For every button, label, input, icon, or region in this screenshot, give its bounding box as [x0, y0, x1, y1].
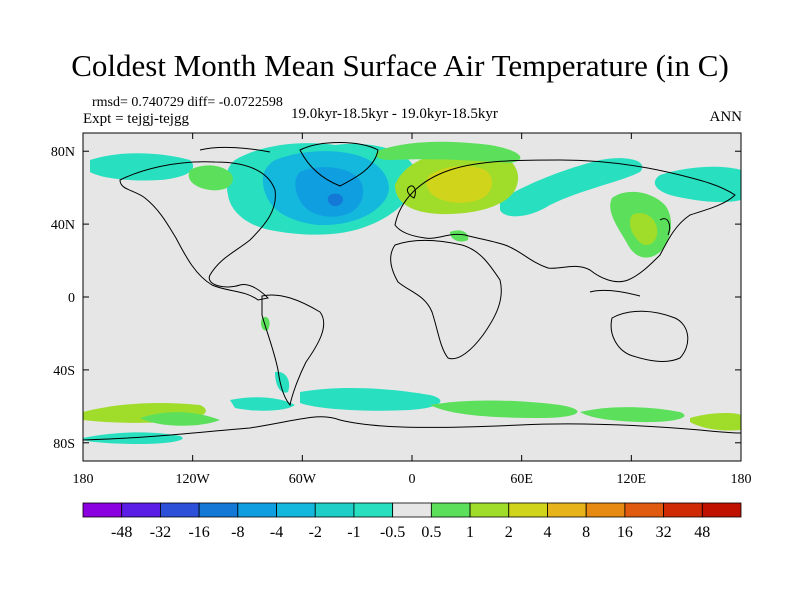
- colorbar-level-label: 8: [582, 524, 590, 541]
- coastlines: [83, 142, 741, 441]
- colorbar-level-label: -1: [347, 524, 360, 541]
- colorbar-box: [624, 502, 664, 518]
- colorbar-level-label: -48: [111, 524, 132, 541]
- colorbar-box: [198, 502, 239, 518]
- field-south-america-tip: [275, 371, 290, 393]
- x-tick-label: 180: [73, 472, 94, 487]
- colorbar-box: [547, 502, 587, 518]
- x-tick-label: 120E: [617, 472, 647, 487]
- colorbar-box: [121, 502, 161, 518]
- field-southern-ocean-7: [230, 397, 295, 411]
- coast-uk: [407, 185, 416, 199]
- y-tick-label: 40S: [53, 364, 75, 379]
- x-tick-label: 60E: [510, 472, 533, 487]
- colorbar-level-label: 48: [694, 524, 710, 541]
- colorbar-boxes: [82, 502, 742, 518]
- field-north-atlantic-core: [295, 167, 364, 217]
- field-europe-core: [426, 165, 493, 203]
- coast-eurasia: [394, 159, 736, 283]
- field-southern-ocean-5: [580, 407, 685, 423]
- colorbar-level-label: 1: [466, 524, 474, 541]
- x-tick-label: 60W: [289, 472, 317, 487]
- colorbar-level-label: -32: [150, 524, 171, 541]
- field-antarctic-coast: [83, 432, 183, 444]
- field-southern-ocean-6: [690, 413, 741, 431]
- coast-arctic-islands: [199, 146, 271, 153]
- y-tick-label: 80N: [51, 145, 75, 160]
- colorbar-level-label: -2: [309, 524, 322, 541]
- y-tick-label: 80S: [53, 437, 75, 452]
- colorbar-level-label: 2: [505, 524, 513, 541]
- colorbar-box: [469, 502, 510, 518]
- colorbar-level-label: 16: [617, 524, 633, 541]
- coast-south-america: [261, 294, 325, 407]
- colorbar-box: [392, 502, 432, 518]
- colorbar-box: [353, 502, 394, 518]
- field-siberia-cyan: [500, 158, 643, 217]
- field-arctic-green: [375, 141, 521, 163]
- coast-greenland: [299, 142, 379, 187]
- coast-north-america: [119, 161, 276, 301]
- period-label: 19.0kyr-18.5kyr - 19.0kyr-18.5kyr: [291, 106, 498, 122]
- field-southern-ocean-1: [300, 388, 441, 411]
- coast-africa: [390, 239, 502, 360]
- colorbar-level-label: -8: [231, 524, 244, 541]
- chart-title: Coldest Month Mean Surface Air Temperatu…: [71, 48, 729, 83]
- colorbar-box: [701, 502, 742, 518]
- colorbar-box: [237, 502, 277, 518]
- y-tick-label: 40N: [51, 218, 75, 233]
- colorbar-labels: -48 -32 -16 -8 -4 -2 -1 -0.5 0.5 1 2 4 8 16 32 48: [111, 524, 710, 541]
- colorbar-level-label: 0.5: [421, 524, 441, 541]
- coast-japan: [659, 218, 671, 236]
- y-tick-label: 0: [68, 291, 75, 306]
- field-north-atlantic-center: [327, 193, 343, 207]
- y-axis: 80N 40N 0 40S 80S: [51, 145, 741, 452]
- field-north-pacific: [654, 166, 741, 203]
- field-southern-ocean-4: [430, 400, 578, 418]
- colorbar-level-label: 4: [543, 524, 551, 541]
- colorbar-box: [585, 502, 626, 518]
- colorbar-box: [276, 502, 316, 518]
- field-east-asia-core: [629, 213, 658, 246]
- colorbar-box: [663, 502, 703, 518]
- field-arabia: [450, 230, 469, 242]
- colorbar-level-label: -4: [270, 524, 283, 541]
- coast-antarctica: [83, 416, 741, 441]
- field-arctic-belt: [90, 153, 194, 181]
- x-axis: 180 120W 60W 0 60E 120E 180: [73, 133, 752, 487]
- experiment-label: Expt = tejgj-tejgg: [83, 111, 189, 127]
- anomaly-fields: [83, 141, 741, 444]
- colorbar-box: [82, 502, 123, 518]
- x-tick-label: 180: [731, 472, 752, 487]
- colorbar-level-label: -0.5: [380, 524, 405, 541]
- coast-indonesia: [589, 289, 641, 297]
- x-tick-label: 120W: [176, 472, 211, 487]
- colorbar-level-label: -16: [188, 524, 209, 541]
- coast-australia: [610, 310, 689, 362]
- colorbar-level-label: 32: [656, 524, 672, 541]
- field-north-america-green: [188, 165, 233, 191]
- colorbar-box: [314, 502, 355, 518]
- season-label: ANN: [709, 109, 743, 125]
- x-tick-label: 0: [409, 472, 416, 487]
- colorbar-box: [160, 502, 200, 518]
- colorbar-box: [430, 502, 471, 518]
- colorbar-box: [508, 502, 548, 518]
- field-southern-ocean-3: [140, 412, 220, 426]
- rmsd-diff-text: rmsd= 0.740729 diff= -0.0722598: [92, 95, 283, 110]
